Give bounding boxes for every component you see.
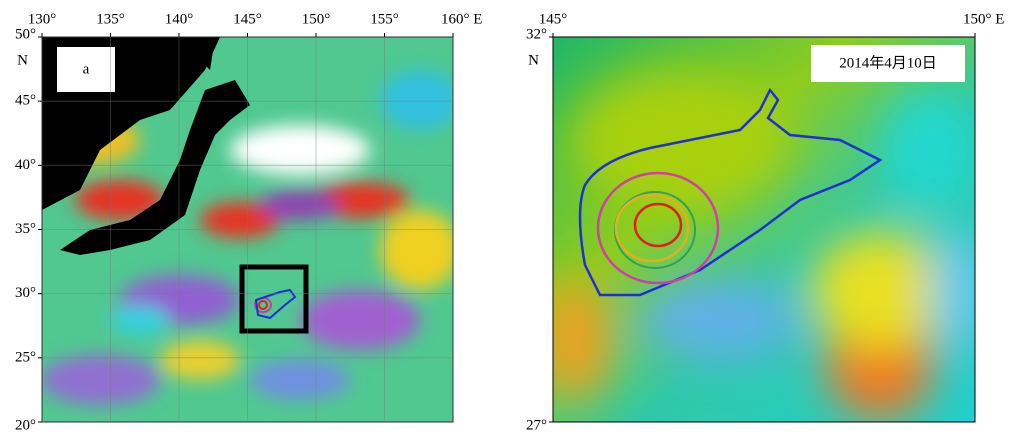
lon-tick-label: 150°: [302, 11, 331, 27]
lat-tick-label: 35°: [15, 221, 36, 237]
lon-tick-label: 155°: [370, 11, 399, 27]
lat-unit: N: [17, 52, 28, 68]
figure: a 2014年4月10日 130° 135° 140° 145° 150° 155° 160…: [0, 0, 1012, 430]
lon-tick-label: 150° E: [963, 11, 1004, 27]
lat-unit: N: [528, 52, 539, 68]
lon-tick-label: 130°: [28, 11, 57, 27]
lat-tick-label: 25°: [15, 349, 36, 365]
lat-tick-label: 20°: [15, 417, 36, 430]
lat-tick-label: 27°: [526, 417, 547, 430]
lat-tick-label: 45°: [15, 93, 36, 109]
lat-tick-label: 32°: [526, 26, 547, 42]
panel-label: a: [83, 61, 90, 77]
lon-tick-label: 140°: [165, 11, 194, 27]
lon-tick-label: 160° E: [441, 11, 482, 27]
map-b: [540, 37, 990, 422]
lat-tick-label: 30°: [15, 285, 36, 301]
lon-tick-label: 145°: [233, 11, 262, 27]
lat-tick-label: 40°: [15, 157, 36, 173]
date-label: 2014年4月10日: [839, 54, 937, 71]
lat-tick-label: 50°: [15, 26, 36, 42]
lon-tick-label: 135°: [96, 11, 125, 27]
lon-tick-label: 145°: [539, 11, 568, 27]
